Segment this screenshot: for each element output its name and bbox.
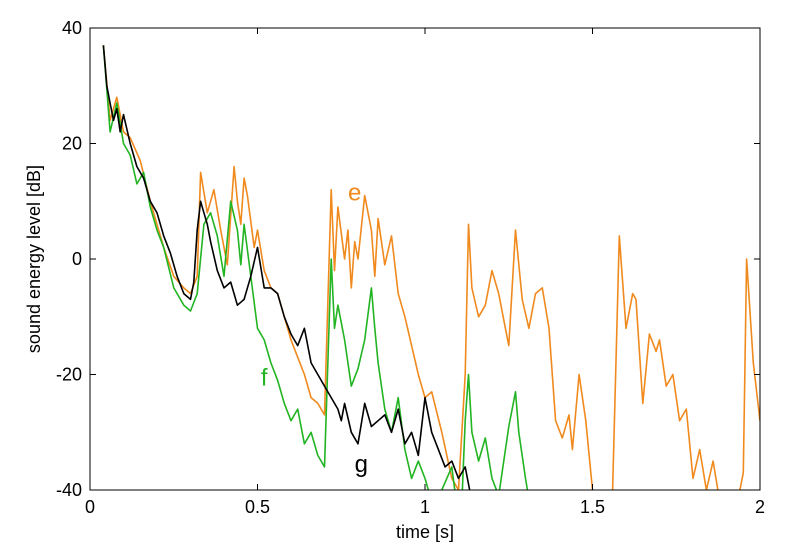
x-tick-label: 2	[755, 497, 765, 517]
y-tick-label: 20	[62, 134, 82, 154]
y-tick-label: 0	[72, 249, 82, 269]
plot-area	[90, 28, 760, 490]
series-label-g: g	[355, 451, 368, 478]
y-axis-label: sound energy level [dB]	[24, 165, 44, 353]
x-axis-label: time [s]	[396, 522, 454, 542]
y-tick-label: -20	[56, 365, 82, 385]
series-line-f	[102, 45, 529, 490]
x-tick-label: 0	[85, 497, 95, 517]
annotations-layer: e f g	[261, 180, 368, 478]
series-label-f: f	[261, 364, 268, 391]
y-tick-label: 40	[62, 18, 82, 38]
x-tick-label: 1.5	[580, 497, 605, 517]
y-tick-label: -40	[56, 480, 82, 500]
ticks-layer: 0 0.5 1 1.5 2 -40 -20 0 20 40	[56, 18, 765, 517]
series-layer	[102, 45, 760, 490]
x-tick-label: 1	[420, 497, 430, 517]
series-line-g	[102, 45, 471, 490]
x-tick-label: 0.5	[245, 497, 270, 517]
series-label-e: e	[348, 180, 361, 207]
